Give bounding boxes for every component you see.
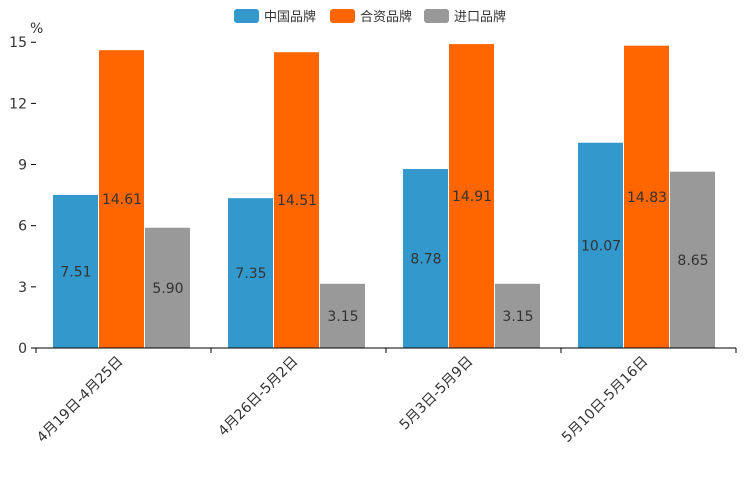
value-labels: 7.51 7.35 8.78 10.07 14.61 14.51 14.91 14.83 5.9… <box>60 189 708 325</box>
bar-2-1 <box>99 50 144 348</box>
value-label: 7.35 <box>235 266 266 282</box>
legend-label: 进口品牌 <box>454 9 506 25</box>
bar-1-1 <box>53 194 98 348</box>
bar-3-4 <box>670 171 715 348</box>
legend-label: 合资品牌 <box>360 9 412 25</box>
bar-2-3 <box>449 44 494 349</box>
value-label: 5.90 <box>152 281 183 297</box>
value-label: 10.07 <box>581 238 621 254</box>
y-tick-label: 0 <box>18 341 27 357</box>
y-axis-ticks: 0 3 6 9 12 15 <box>9 35 36 357</box>
bar-1-2 <box>228 198 273 348</box>
bar-1-4 <box>578 142 623 348</box>
x-tick-label: 4月19日-4月25日 <box>34 354 126 446</box>
legend-swatch <box>424 9 449 23</box>
y-tick-label: 6 <box>18 219 27 235</box>
bar-2-2 <box>274 52 319 348</box>
bar-3-3 <box>495 283 540 348</box>
bar-1-3 <box>403 169 448 348</box>
bars <box>53 44 715 349</box>
y-tick-label: 3 <box>18 280 27 296</box>
value-label: 14.51 <box>277 193 317 209</box>
value-label: 14.83 <box>627 190 667 206</box>
legend: 中国品牌 合资品牌 进口品牌 <box>234 9 506 25</box>
x-tick-label: 5月10日-5月16日 <box>559 354 651 446</box>
bar-3-2 <box>320 283 365 348</box>
value-label: 3.15 <box>502 309 533 325</box>
value-label: 14.61 <box>102 192 142 208</box>
value-label: 14.91 <box>452 189 492 205</box>
legend-swatch <box>330 9 355 23</box>
value-label: 8.78 <box>410 252 441 268</box>
bar-2-4 <box>624 45 669 348</box>
bar-3-1 <box>145 227 190 348</box>
value-label: 8.65 <box>677 253 708 269</box>
y-unit-label: % <box>30 21 43 37</box>
value-label: 7.51 <box>60 264 91 280</box>
legend-label: 中国品牌 <box>264 9 316 25</box>
x-axis-ticks: 4月19日-4月25日 4月26日-5月2日 5月3日-5月9日 5月10日-5月16… <box>34 348 737 446</box>
legend-swatch <box>234 9 259 23</box>
y-tick-label: 9 <box>18 158 27 174</box>
y-tick-label: 12 <box>9 96 27 112</box>
x-tick-label: 5月3日-5月9日 <box>397 354 477 434</box>
x-tick-label: 4月26日-5月2日 <box>215 354 301 440</box>
value-label: 3.15 <box>327 309 358 325</box>
y-tick-label: 15 <box>9 35 27 51</box>
